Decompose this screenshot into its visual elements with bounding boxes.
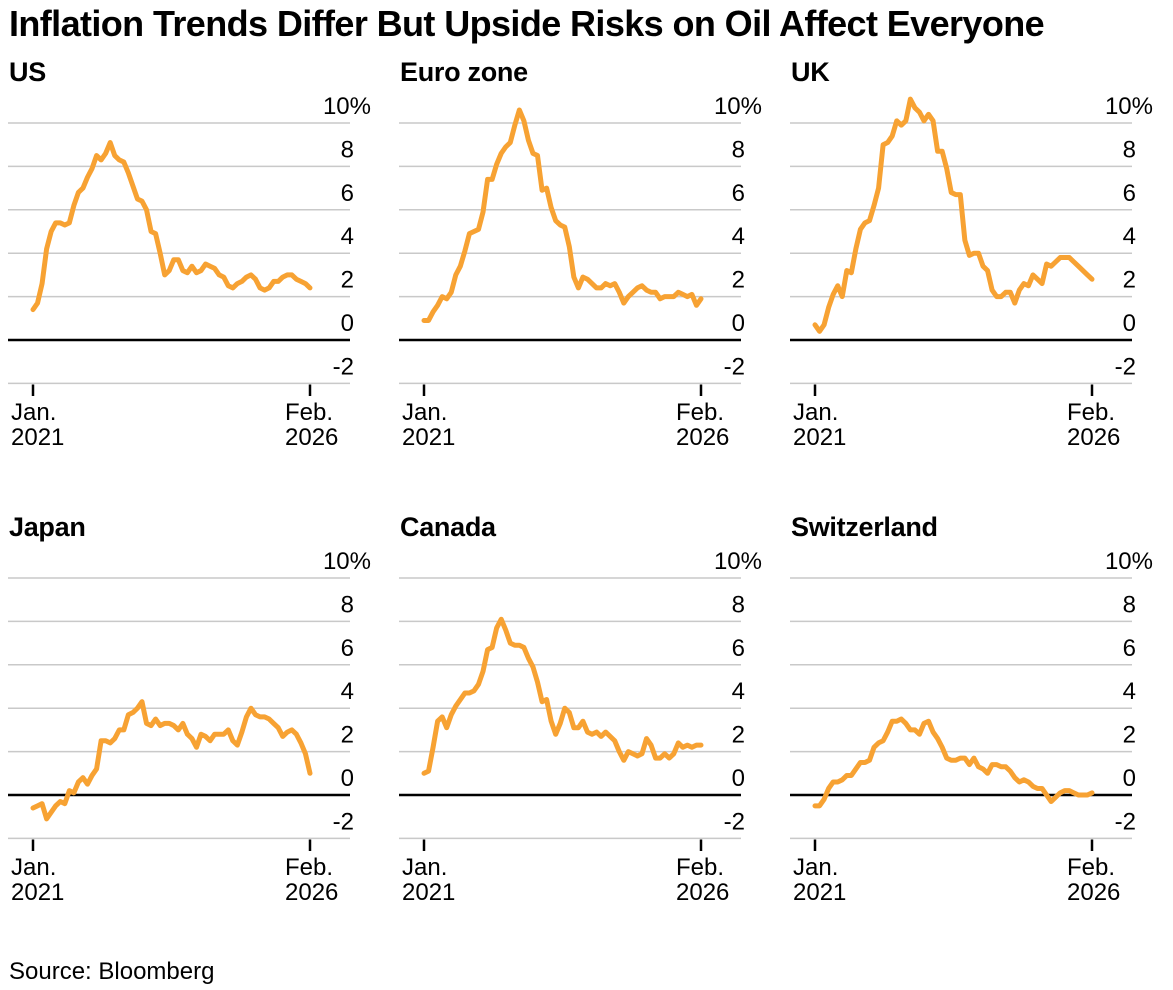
y-axis-label: 4 [732, 678, 745, 705]
panel-title-uk: UK [791, 56, 830, 87]
y-axis-label: 0 [341, 765, 354, 792]
y-axis-label: 4 [732, 223, 745, 250]
inflation-line [812, 716, 1095, 809]
y-axis-label: 6 [1123, 180, 1136, 207]
y-axis-label: 2 [732, 266, 745, 293]
y-axis-label: -2 [1115, 808, 1136, 835]
y-axis-label: 4 [341, 223, 354, 250]
y-axis-label: -2 [1115, 353, 1136, 380]
inflation-line [421, 107, 704, 323]
x-axis-end-label: Feb. 2026 [676, 398, 730, 451]
y-axis-label: 10% [1105, 548, 1153, 575]
y-axis-label: 10% [714, 548, 762, 575]
x-axis-start-label: Jan. 2021 [402, 398, 456, 451]
y-axis-label: 10% [323, 93, 371, 120]
y-axis-label: -2 [333, 808, 354, 835]
x-axis-labels: Jan. 2021 Feb. 2026 [782, 398, 1173, 455]
line-chart-euro-zone: 10% 8 6 4 2 0 -2 [399, 93, 762, 396]
inflation-line [812, 96, 1095, 334]
panel-us: US 10% 8 6 4 2 0 -2 Jan. 2021 Feb. 2026 [0, 57, 391, 455]
y-axis-label: 6 [341, 180, 354, 207]
panel-title-japan: Japan [9, 511, 86, 542]
panel-euro-zone: Euro zone 10% 8 6 4 2 0 -2 Jan. 2021 Feb. 2026 [391, 57, 782, 455]
panel-title-canada: Canada [400, 511, 496, 542]
inflation-line [30, 139, 313, 312]
x-axis-end-label: Feb. 2026 [285, 398, 339, 451]
panel-japan: Japan 10% 8 6 4 2 0 -2 Jan. 2021 Feb. 2026 [0, 512, 391, 910]
panel-canada: Canada 10% 8 6 4 2 0 -2 Jan. 2021 Feb. 2026 [391, 512, 782, 910]
line-chart-switzerland: 10% 8 6 4 2 0 -2 [790, 548, 1153, 851]
x-axis-end-label: Feb. 2026 [285, 853, 339, 906]
panel-title-euro-zone: Euro zone [400, 56, 528, 87]
source-credit: Source: Bloomberg [9, 957, 215, 985]
y-axis-label: 8 [341, 591, 354, 618]
line-chart-us: 10% 8 6 4 2 0 -2 [8, 93, 371, 396]
y-axis-label: 8 [1123, 136, 1136, 163]
x-axis-start-label: Jan. 2021 [11, 398, 65, 451]
y-axis-label: 6 [341, 635, 354, 662]
panel-title-switzerland: Switzerland [791, 511, 938, 542]
x-axis-labels: Jan. 2021 Feb. 2026 [782, 853, 1173, 910]
y-axis-label: 10% [323, 548, 371, 575]
y-axis-label: 6 [732, 635, 745, 662]
panel-switzerland: Switzerland 10% 8 6 4 2 0 -2 Jan. 2021 Feb. 2026 [782, 512, 1173, 910]
y-axis-label: 2 [1123, 266, 1136, 293]
line-chart-uk: 10% 8 6 4 2 0 -2 [790, 93, 1153, 396]
y-axis-label: 0 [341, 310, 354, 337]
y-axis-label: 6 [732, 180, 745, 207]
y-axis-label: 8 [732, 136, 745, 163]
x-axis-end-label: Feb. 2026 [676, 853, 730, 906]
y-axis-label: 0 [1123, 765, 1136, 792]
y-axis-label: 2 [1123, 721, 1136, 748]
y-axis-label: -2 [724, 353, 745, 380]
x-axis-start-label: Jan. 2021 [11, 853, 65, 906]
x-axis-labels: Jan. 2021 Feb. 2026 [0, 853, 391, 910]
y-axis-label: 2 [341, 266, 354, 293]
page-title: Inflation Trends Differ But Upside Risks… [9, 3, 1045, 44]
charts-grid: US 10% 8 6 4 2 0 -2 Jan. 2021 Feb. 2026 Euro zon… [0, 57, 1173, 910]
y-axis-label: 8 [732, 591, 745, 618]
x-axis-start-label: Jan. 2021 [402, 853, 456, 906]
x-axis-labels: Jan. 2021 Feb. 2026 [0, 398, 391, 455]
y-axis-label: 10% [714, 93, 762, 120]
x-axis-end-label: Feb. 2026 [1067, 853, 1121, 906]
y-axis-label: 0 [1123, 310, 1136, 337]
y-axis-label: 4 [1123, 223, 1136, 250]
x-axis-start-label: Jan. 2021 [793, 853, 847, 906]
x-axis-labels: Jan. 2021 Feb. 2026 [391, 398, 782, 455]
panel-title-us: US [9, 56, 46, 87]
y-axis-label: 2 [732, 721, 745, 748]
y-axis-label: 4 [1123, 678, 1136, 705]
y-axis-label: 4 [341, 678, 354, 705]
x-axis-end-label: Feb. 2026 [1067, 398, 1121, 451]
x-axis-start-label: Jan. 2021 [793, 398, 847, 451]
inflation-line [421, 616, 704, 776]
line-chart-japan: 10% 8 6 4 2 0 -2 [8, 548, 371, 851]
y-axis-label: 0 [732, 310, 745, 337]
y-axis-label: -2 [724, 808, 745, 835]
y-axis-label: -2 [333, 353, 354, 380]
panel-uk: UK 10% 8 6 4 2 0 -2 Jan. 2021 Feb. 2026 [782, 57, 1173, 455]
y-axis-label: 8 [1123, 591, 1136, 618]
y-axis-label: 10% [1105, 93, 1153, 120]
x-axis-labels: Jan. 2021 Feb. 2026 [391, 853, 782, 910]
inflation-line [30, 699, 313, 822]
y-axis-label: 8 [341, 136, 354, 163]
y-axis-label: 6 [1123, 635, 1136, 662]
y-axis-label: 0 [732, 765, 745, 792]
y-axis-label: 2 [341, 721, 354, 748]
line-chart-canada: 10% 8 6 4 2 0 -2 [399, 548, 762, 851]
